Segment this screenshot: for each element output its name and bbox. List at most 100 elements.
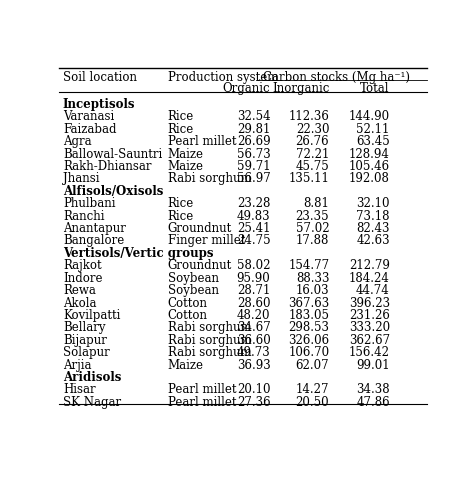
- Text: 48.20: 48.20: [237, 309, 271, 322]
- Text: 28.60: 28.60: [237, 296, 271, 310]
- Text: Maize: Maize: [168, 147, 204, 161]
- Text: Cotton: Cotton: [168, 296, 208, 310]
- Text: Rice: Rice: [168, 197, 194, 210]
- Text: 49.83: 49.83: [237, 210, 271, 222]
- Text: 231.26: 231.26: [349, 309, 390, 322]
- Text: Rajkot: Rajkot: [63, 259, 101, 272]
- Text: 128.94: 128.94: [349, 147, 390, 161]
- Text: Jhansi: Jhansi: [63, 172, 100, 185]
- Text: Finger millet: Finger millet: [168, 235, 245, 247]
- Text: 63.45: 63.45: [356, 135, 390, 148]
- Text: Indore: Indore: [63, 271, 102, 285]
- Text: Cotton: Cotton: [168, 309, 208, 322]
- Text: Ballowal-Sauntri: Ballowal-Sauntri: [63, 147, 162, 161]
- Text: Rabi sorghum: Rabi sorghum: [168, 321, 251, 334]
- Text: 183.05: 183.05: [288, 309, 329, 322]
- Text: Rewa: Rewa: [63, 284, 96, 297]
- Text: 52.11: 52.11: [356, 123, 390, 136]
- Text: 49.73: 49.73: [237, 346, 271, 359]
- Text: Anantapur: Anantapur: [63, 222, 126, 235]
- Text: 144.90: 144.90: [349, 110, 390, 123]
- Text: 88.33: 88.33: [296, 271, 329, 285]
- Text: Pearl millet: Pearl millet: [168, 396, 236, 409]
- Text: Arjia: Arjia: [63, 359, 91, 371]
- Text: Production system: Production system: [168, 72, 278, 84]
- Text: 36.93: 36.93: [237, 359, 271, 371]
- Text: Bangalore: Bangalore: [63, 235, 124, 247]
- Text: 72.21: 72.21: [296, 147, 329, 161]
- Text: 32.10: 32.10: [356, 197, 390, 210]
- Text: 62.07: 62.07: [296, 359, 329, 371]
- Text: Inorganic: Inorganic: [272, 82, 329, 95]
- Text: 14.27: 14.27: [296, 383, 329, 396]
- Text: Pearl millet: Pearl millet: [168, 135, 236, 148]
- Text: 34.38: 34.38: [356, 383, 390, 396]
- Text: 192.08: 192.08: [349, 172, 390, 185]
- Text: 45.75: 45.75: [295, 160, 329, 173]
- Text: 23.28: 23.28: [237, 197, 271, 210]
- Text: Kovilpatti: Kovilpatti: [63, 309, 120, 322]
- Text: 42.63: 42.63: [356, 235, 390, 247]
- Text: Alfisols/Oxisols: Alfisols/Oxisols: [63, 185, 164, 198]
- Text: 22.30: 22.30: [296, 123, 329, 136]
- Text: 32.54: 32.54: [237, 110, 271, 123]
- Text: 73.18: 73.18: [356, 210, 390, 222]
- Text: 106.70: 106.70: [288, 346, 329, 359]
- Text: Organic: Organic: [223, 82, 271, 95]
- Text: 34.67: 34.67: [237, 321, 271, 334]
- Text: 367.63: 367.63: [288, 296, 329, 310]
- Text: 59.71: 59.71: [237, 160, 271, 173]
- Text: 396.23: 396.23: [349, 296, 390, 310]
- Text: Rabi sorghum: Rabi sorghum: [168, 334, 251, 347]
- Text: 44.74: 44.74: [356, 284, 390, 297]
- Text: Vertisols/Vertic groups: Vertisols/Vertic groups: [63, 247, 213, 260]
- Text: 58.02: 58.02: [237, 259, 271, 272]
- Text: Soil location: Soil location: [63, 72, 137, 84]
- Text: 27.36: 27.36: [237, 396, 271, 409]
- Text: Bellary: Bellary: [63, 321, 105, 334]
- Text: 362.67: 362.67: [349, 334, 390, 347]
- Text: Pearl millet: Pearl millet: [168, 383, 236, 396]
- Text: Varanasi: Varanasi: [63, 110, 114, 123]
- Text: Rabi sorghum: Rabi sorghum: [168, 172, 251, 185]
- Text: SK Nagar: SK Nagar: [63, 396, 121, 409]
- Text: 23.35: 23.35: [296, 210, 329, 222]
- Text: Soybean: Soybean: [168, 271, 219, 285]
- Text: Faizabad: Faizabad: [63, 123, 117, 136]
- Text: 20.10: 20.10: [237, 383, 271, 396]
- Text: 17.88: 17.88: [296, 235, 329, 247]
- Text: 298.53: 298.53: [288, 321, 329, 334]
- Text: Rice: Rice: [168, 110, 194, 123]
- Text: 95.90: 95.90: [237, 271, 271, 285]
- Text: Soybean: Soybean: [168, 284, 219, 297]
- Text: 24.75: 24.75: [237, 235, 271, 247]
- Text: 29.81: 29.81: [237, 123, 271, 136]
- Text: Agra: Agra: [63, 135, 91, 148]
- Text: 156.42: 156.42: [349, 346, 390, 359]
- Text: 16.03: 16.03: [296, 284, 329, 297]
- Text: Rakh-Dhiansar: Rakh-Dhiansar: [63, 160, 151, 173]
- Text: 57.02: 57.02: [296, 222, 329, 235]
- Text: Bijapur: Bijapur: [63, 334, 107, 347]
- Text: 212.79: 212.79: [349, 259, 390, 272]
- Text: Rice: Rice: [168, 123, 194, 136]
- Text: 154.77: 154.77: [288, 259, 329, 272]
- Text: Akola: Akola: [63, 296, 96, 310]
- Text: Total: Total: [360, 82, 390, 95]
- Text: Carbon stocks (Mg ha⁻¹): Carbon stocks (Mg ha⁻¹): [263, 72, 410, 84]
- Text: 82.43: 82.43: [356, 222, 390, 235]
- Text: 20.50: 20.50: [296, 396, 329, 409]
- Text: 26.76: 26.76: [296, 135, 329, 148]
- Text: Rice: Rice: [168, 210, 194, 222]
- Text: 333.20: 333.20: [349, 321, 390, 334]
- Text: 25.41: 25.41: [237, 222, 271, 235]
- Text: 135.11: 135.11: [288, 172, 329, 185]
- Text: 47.86: 47.86: [356, 396, 390, 409]
- Text: Ranchi: Ranchi: [63, 210, 104, 222]
- Text: Maize: Maize: [168, 160, 204, 173]
- Text: 99.01: 99.01: [356, 359, 390, 371]
- Text: 56.97: 56.97: [237, 172, 271, 185]
- Text: Groundnut: Groundnut: [168, 222, 232, 235]
- Text: Solapur: Solapur: [63, 346, 109, 359]
- Text: 56.73: 56.73: [237, 147, 271, 161]
